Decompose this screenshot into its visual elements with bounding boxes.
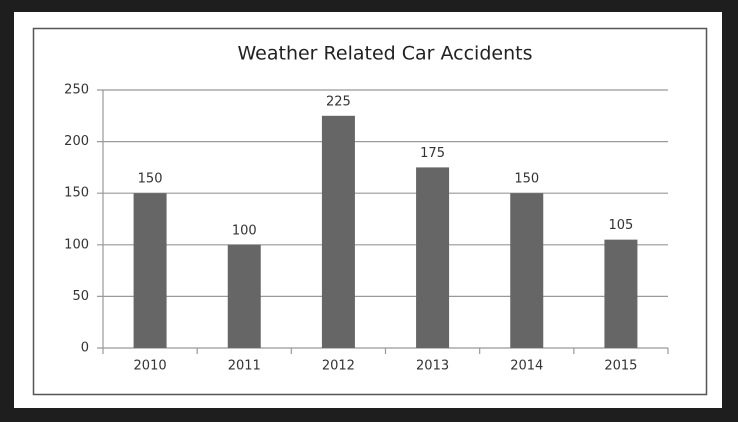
bar [133, 193, 167, 348]
data-label: 150 [138, 172, 163, 187]
y-tick-label: 150 [64, 186, 89, 201]
bar [227, 244, 261, 348]
y-tick-label: 250 [64, 83, 89, 98]
data-label: 105 [609, 218, 634, 233]
data-label: 150 [514, 172, 539, 187]
x-tick-label: 2010 [134, 359, 167, 374]
bar [416, 167, 450, 348]
y-tick-label: 200 [64, 134, 89, 149]
x-tick-label: 2011 [228, 359, 261, 374]
bar [510, 193, 544, 348]
data-label: 100 [232, 223, 257, 238]
y-tick-label: 0 [81, 341, 89, 356]
x-tick-label: 2012 [322, 359, 355, 374]
chart-title: Weather Related Car Accidents [238, 43, 533, 65]
data-label: 225 [326, 94, 351, 109]
y-tick-label: 100 [64, 237, 89, 252]
data-label: 175 [420, 146, 445, 161]
frame [32, 27, 708, 396]
bar [321, 115, 355, 348]
bar [604, 239, 638, 348]
x-tick-label: 2014 [510, 359, 543, 374]
x-tick-label: 2013 [416, 359, 449, 374]
x-tick-label: 2015 [604, 359, 637, 374]
y-tick-label: 50 [72, 289, 89, 304]
panel [14, 12, 722, 408]
